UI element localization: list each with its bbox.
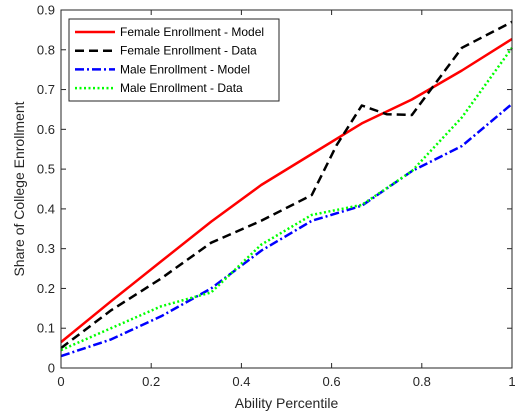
legend-label: Male Enrollment - Data xyxy=(120,81,243,95)
y-tick-label: 0.9 xyxy=(37,3,55,18)
y-tick-label: 0.2 xyxy=(37,281,55,296)
legend-label: Female Enrollment - Data xyxy=(120,44,257,58)
y-tick-label: 0.1 xyxy=(37,321,55,336)
y-tick-label: 0.3 xyxy=(37,241,55,256)
x-tick-label: 0.8 xyxy=(413,374,431,389)
x-tick-label: 1 xyxy=(508,374,515,389)
x-tick-label: 0.6 xyxy=(323,374,341,389)
y-tick-label: 0.7 xyxy=(37,82,55,97)
series-line-2 xyxy=(60,20,513,350)
series-line-4 xyxy=(60,47,514,352)
x-tick-label: 0 xyxy=(57,374,64,389)
x-axis-label: Ability Percentile xyxy=(235,395,339,411)
x-tick-label: 0.4 xyxy=(232,374,250,389)
legend: Female Enrollment - Model Female Enrollme… xyxy=(68,18,280,102)
series-layer xyxy=(60,20,514,358)
series-line-3 xyxy=(60,102,513,358)
legend-label: Male Enrollment - Model xyxy=(120,62,250,76)
series-line-1 xyxy=(60,37,513,344)
y-tick-label: 0.4 xyxy=(37,201,55,216)
ticks-layer: 0 0.2 0.4 0.6 0.8 1 0 0.1 0.2 0.3 0.4 0.5 0.6 0.7 0.8 0… xyxy=(37,3,516,390)
y-tick-label: 0 xyxy=(48,361,55,376)
y-tick-label: 0.8 xyxy=(37,42,55,57)
legend-label: Female Enrollment - Model xyxy=(120,25,264,39)
y-tick-label: 0.5 xyxy=(37,162,55,177)
y-axis-label: Share of College Enrollment xyxy=(11,101,27,276)
plot-frame xyxy=(60,9,513,369)
y-tick-label: 0.6 xyxy=(37,122,55,137)
x-tick-label: 0.2 xyxy=(142,374,160,389)
